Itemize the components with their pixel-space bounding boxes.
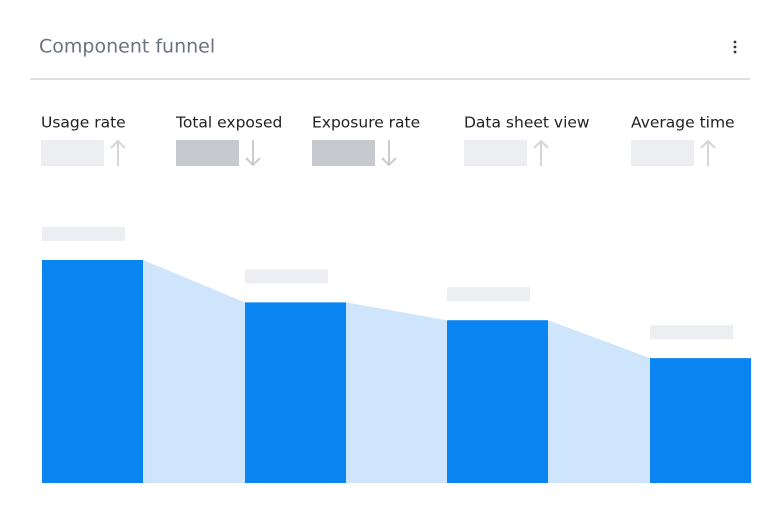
funnel-connector (548, 320, 650, 483)
trend-down-arrow (245, 140, 261, 167)
funnel-bar (447, 320, 548, 483)
funnel-bar (650, 358, 751, 483)
funnel-connector (143, 260, 245, 483)
metric-label: Usage rate (41, 114, 126, 132)
metric-label: Average time (631, 114, 735, 132)
bar-label-placeholder (650, 325, 733, 340)
metric-value-placeholder (464, 140, 527, 166)
menu-dot (733, 40, 737, 44)
metric-value-placeholder (312, 140, 375, 166)
menu-dot (733, 45, 737, 49)
menu-button[interactable] (733, 40, 737, 54)
funnel-connector (346, 302, 447, 483)
trend-up-arrow (110, 139, 126, 166)
trend-up-arrow (533, 139, 549, 166)
bar-label-placeholder (245, 269, 328, 284)
metric-label: Total exposed (175, 114, 282, 132)
funnel-bar (245, 302, 346, 483)
trend-up-arrow (700, 139, 716, 166)
menu-dot (733, 50, 737, 54)
metric-value-placeholder (41, 140, 104, 166)
metric-label: Data sheet view (464, 114, 590, 132)
trend-down-arrow (381, 140, 397, 167)
bar-label-placeholder (447, 287, 530, 302)
funnel-bar (42, 260, 143, 483)
widget-title: Component funnel (39, 36, 215, 58)
bar-label-placeholder (42, 227, 125, 241)
metric-value-placeholder (176, 140, 239, 166)
metric-value-placeholder (631, 140, 694, 166)
metric-label: Exposure rate (312, 114, 420, 132)
